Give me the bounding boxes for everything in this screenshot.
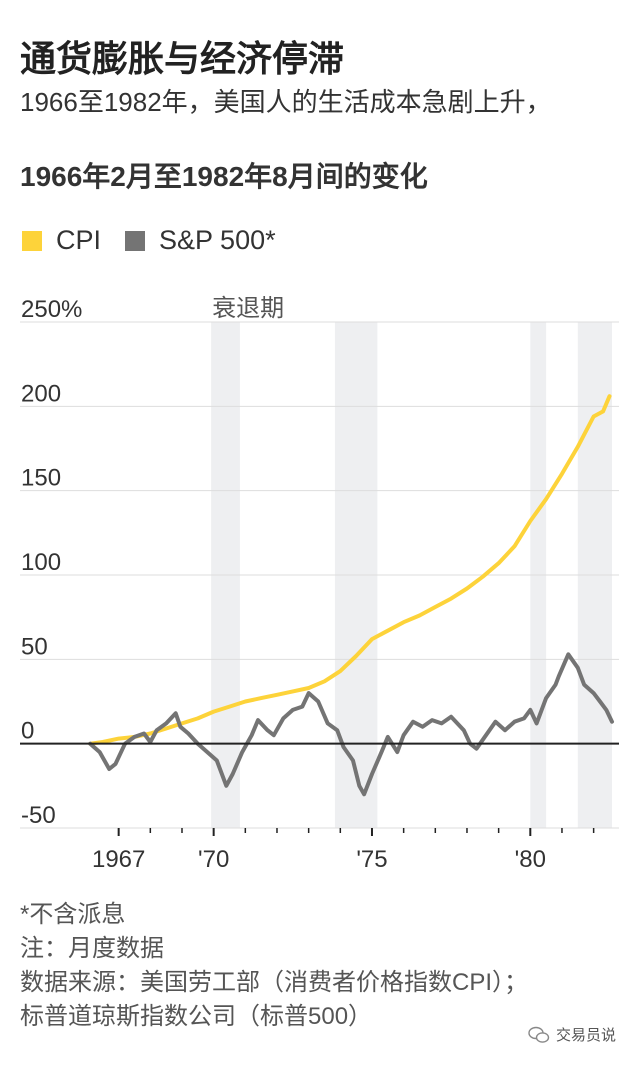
legend-item-cpi: CPI xyxy=(22,225,101,256)
legend-label-cpi: CPI xyxy=(56,225,102,255)
x-tick-label: '80 xyxy=(515,846,546,873)
y-tick-label: -50 xyxy=(21,802,56,829)
legend-label-sp500: S&P 500* xyxy=(159,225,276,255)
y-tick-label: 150 xyxy=(21,465,61,492)
y-tick-label: 50 xyxy=(21,633,48,660)
page-title: 通货膨胀与经济停滞 xyxy=(20,38,345,79)
x-tick-label: '70 xyxy=(198,846,229,873)
x-tick-label: 1967 xyxy=(92,846,145,873)
legend-item-sp500: S&P 500* xyxy=(125,225,276,256)
note-dividend: *不含派息 xyxy=(20,901,126,928)
y-tick-label: 250% xyxy=(21,296,82,323)
wechat-icon xyxy=(528,1026,550,1043)
note-source-2: 标普道琼斯指数公司（标普500） xyxy=(20,1003,373,1030)
note-monthly: 注：月度数据 xyxy=(20,935,164,962)
recession-label: 衰退期 xyxy=(212,295,284,322)
y-tick-label: 0 xyxy=(21,718,34,745)
note-source-1: 数据来源：美国劳工部（消费者价格指数CPI）； xyxy=(20,969,529,996)
line-chart: -50 0 50 100 150 200 250% 衰退期 1967 '70 '75 '80 xyxy=(20,295,619,873)
legend-swatch-sp500 xyxy=(125,230,146,251)
y-tick-label: 100 xyxy=(21,549,61,576)
subtitle: 1966至1982年，美国人的生活成本急剧上升， xyxy=(20,87,552,117)
legend-swatch-cpi xyxy=(22,230,42,251)
x-tick-label: '75 xyxy=(356,846,387,873)
notes: *不含派息 注：月度数据 数据来源：美国劳工部（消费者价格指数CPI）； 标普道… xyxy=(20,898,528,1034)
watermark: 交易员说 xyxy=(528,1024,616,1045)
y-tick-label: 200 xyxy=(21,380,61,407)
series-line-sp500 xyxy=(88,652,614,797)
chart-title: 1966年2月至1982年8月间的变化 xyxy=(20,161,428,192)
watermark-text: 交易员说 xyxy=(556,1027,617,1044)
legend: CPI S&P 500* xyxy=(22,225,300,256)
series-line-cpi xyxy=(88,394,612,746)
